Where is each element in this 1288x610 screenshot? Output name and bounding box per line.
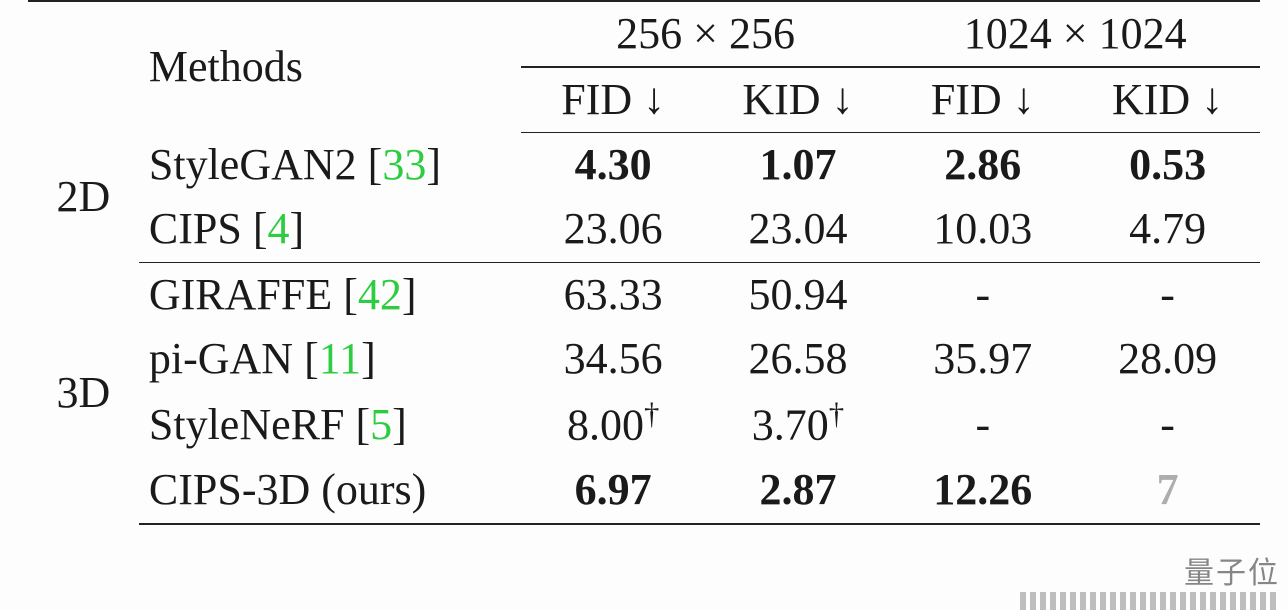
table: Methods 256 × 256 1024 × 1024 FID ↓ KID … xyxy=(28,0,1260,525)
col-group-header xyxy=(28,1,139,133)
value-cell: 34.56 xyxy=(521,327,706,391)
watermark-text: 量子位 xyxy=(1184,548,1280,592)
value-cell: - xyxy=(890,391,1075,458)
method-cell: CIPS [4] xyxy=(139,197,521,262)
method-cell: CIPS-3D (ours) xyxy=(139,458,521,523)
value-cell: - xyxy=(1075,262,1260,327)
value-cell: 26.58 xyxy=(706,327,891,391)
citation: 33 xyxy=(382,140,426,189)
value-cell: 0.53 xyxy=(1075,133,1260,198)
value-cell: 6.97 xyxy=(521,458,706,523)
col-res1024-header: 1024 × 1024 xyxy=(890,1,1260,66)
col-kid256-header: KID ↓ xyxy=(706,68,891,133)
value-cell: 10.03 xyxy=(890,197,1075,262)
value-cell: 28.09 xyxy=(1075,327,1260,391)
value-cell: 8.00† xyxy=(521,391,706,458)
value-cell: 35.97 xyxy=(890,327,1075,391)
col-kid1024-header: KID ↓ xyxy=(1075,68,1260,133)
value-cell: 2.87 xyxy=(706,458,891,523)
method-cell: StyleNeRF [5] xyxy=(139,391,521,458)
value-cell: - xyxy=(890,262,1075,327)
value-cell-obscured: 7 xyxy=(1075,458,1260,523)
value-cell: 23.06 xyxy=(521,197,706,262)
value-cell: 4.30 xyxy=(521,133,706,198)
group-label: 3D xyxy=(28,262,139,523)
citation: 11 xyxy=(319,334,361,383)
value-cell: 63.33 xyxy=(521,262,706,327)
citation: 5 xyxy=(370,400,392,449)
method-cell: pi-GAN [11] xyxy=(139,327,521,391)
watermark-stripes xyxy=(1020,592,1280,610)
citation: 42 xyxy=(358,270,402,319)
value-cell: 4.79 xyxy=(1075,197,1260,262)
value-cell: 12.26 xyxy=(890,458,1075,523)
comparison-table: Methods 256 × 256 1024 × 1024 FID ↓ KID … xyxy=(0,0,1288,525)
value-cell: 1.07 xyxy=(706,133,891,198)
value-cell: 50.94 xyxy=(706,262,891,327)
col-methods-header: Methods xyxy=(139,1,521,133)
col-fid1024-header: FID ↓ xyxy=(890,68,1075,133)
value-cell: 2.86 xyxy=(890,133,1075,198)
value-cell: - xyxy=(1075,391,1260,458)
col-fid256-header: FID ↓ xyxy=(521,68,706,133)
value-cell: 3.70† xyxy=(706,391,891,458)
method-cell: GIRAFFE [42] xyxy=(139,262,521,327)
citation: 4 xyxy=(267,204,289,253)
method-cell: StyleGAN2 [33] xyxy=(139,133,521,198)
col-res256-header: 256 × 256 xyxy=(521,1,891,66)
group-label: 2D xyxy=(28,133,139,263)
value-cell: 23.04 xyxy=(706,197,891,262)
